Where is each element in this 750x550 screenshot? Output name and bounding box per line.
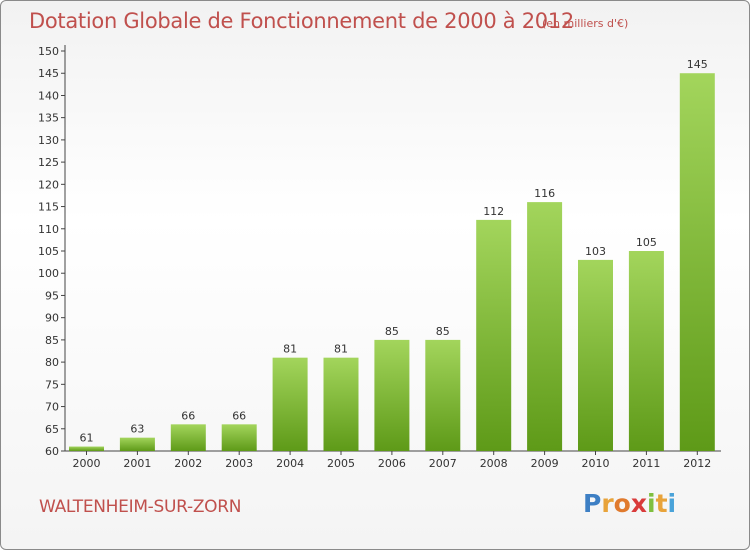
bar (272, 357, 308, 451)
bar (119, 437, 155, 451)
bar (527, 202, 563, 451)
bars (69, 73, 715, 451)
x-tick-label: 2001 (123, 457, 151, 470)
y-tick-label: 65 (45, 423, 59, 436)
bar (679, 73, 715, 451)
logo-letter: r (601, 489, 614, 518)
y-tick-label: 95 (45, 289, 59, 302)
bar-value-label: 66 (232, 409, 246, 422)
x-tick-label: 2010 (582, 457, 610, 470)
y-tick-label: 115 (38, 201, 59, 214)
x-tick-label: 2004 (276, 457, 304, 470)
bar-value-label: 103 (585, 245, 606, 258)
x-tick-label: 2003 (225, 457, 253, 470)
x-tick-label: 2005 (327, 457, 355, 470)
bar-value-label: 66 (181, 409, 195, 422)
x-tick-label: 2008 (480, 457, 508, 470)
logo-letter: o (613, 489, 631, 518)
x-tick-label: 2000 (73, 457, 101, 470)
bar-value-label: 61 (80, 432, 94, 445)
logo-letter: t (655, 489, 668, 518)
y-tick-label: 150 (38, 45, 59, 58)
bar (69, 446, 104, 451)
proxiti-logo: Proxiti (583, 489, 676, 518)
chart-title: Dotation Globale de Fonctionnement de 20… (29, 9, 574, 33)
x-tick-label: 2009 (531, 457, 559, 470)
bar-value-label: 81 (334, 343, 348, 356)
bar (170, 424, 206, 451)
x-tick-label: 2002 (174, 457, 202, 470)
bar-value-label: 81 (283, 343, 297, 356)
labels: 61 2000 63 2001 66 2002 66 2003 81 2004 81 2005 85 20… (73, 58, 712, 470)
bar-value-label: 105 (636, 236, 657, 249)
bar (425, 339, 461, 451)
y-tick-label: 100 (38, 267, 59, 280)
y-tick-label: 135 (38, 112, 59, 125)
y-tick-label: 90 (45, 312, 59, 325)
y-tick-label: 140 (38, 89, 59, 102)
bar (221, 424, 257, 451)
bar (323, 357, 359, 451)
y-tick-label: 75 (45, 378, 59, 391)
logo-letter: i (667, 489, 677, 518)
x-tick-label: 2007 (429, 457, 457, 470)
logo-letter: i (647, 489, 656, 518)
y-tick-label: 125 (38, 156, 59, 169)
y-tick-label: 70 (45, 401, 59, 414)
y-tick-label: 145 (38, 67, 59, 80)
axes: 60 65 70 75 80 85 90 95 100 105 110 115 120 125 130 135… (38, 45, 721, 458)
y-tick-label: 60 (45, 445, 59, 458)
y-tick-label: 105 (38, 245, 59, 258)
x-tick-label: 2012 (683, 457, 711, 470)
bar-value-label: 63 (130, 423, 144, 436)
chart-subtitle: (en milliers d'€) (542, 17, 629, 30)
y-tick-label: 85 (45, 334, 59, 347)
bar-value-label: 145 (687, 58, 708, 71)
bar (628, 251, 664, 451)
bar (374, 339, 410, 451)
x-tick-label: 2011 (632, 457, 660, 470)
x-tick-label: 2006 (378, 457, 406, 470)
y-tick-label: 110 (38, 223, 59, 236)
city-name: WALTENHEIM-SUR-ZORN (39, 497, 242, 517)
y-tick-label: 120 (38, 178, 59, 191)
y-tick-label: 130 (38, 134, 59, 147)
logo-letter: x (630, 489, 647, 518)
bar (476, 219, 512, 451)
bar-value-label: 112 (483, 205, 504, 218)
bar-value-label: 85 (436, 325, 450, 338)
y-tick-label: 80 (45, 356, 59, 369)
bar (578, 259, 613, 451)
bar-value-label: 85 (385, 325, 399, 338)
logo-letter: P (583, 489, 602, 518)
bar-value-label: 116 (534, 187, 555, 200)
